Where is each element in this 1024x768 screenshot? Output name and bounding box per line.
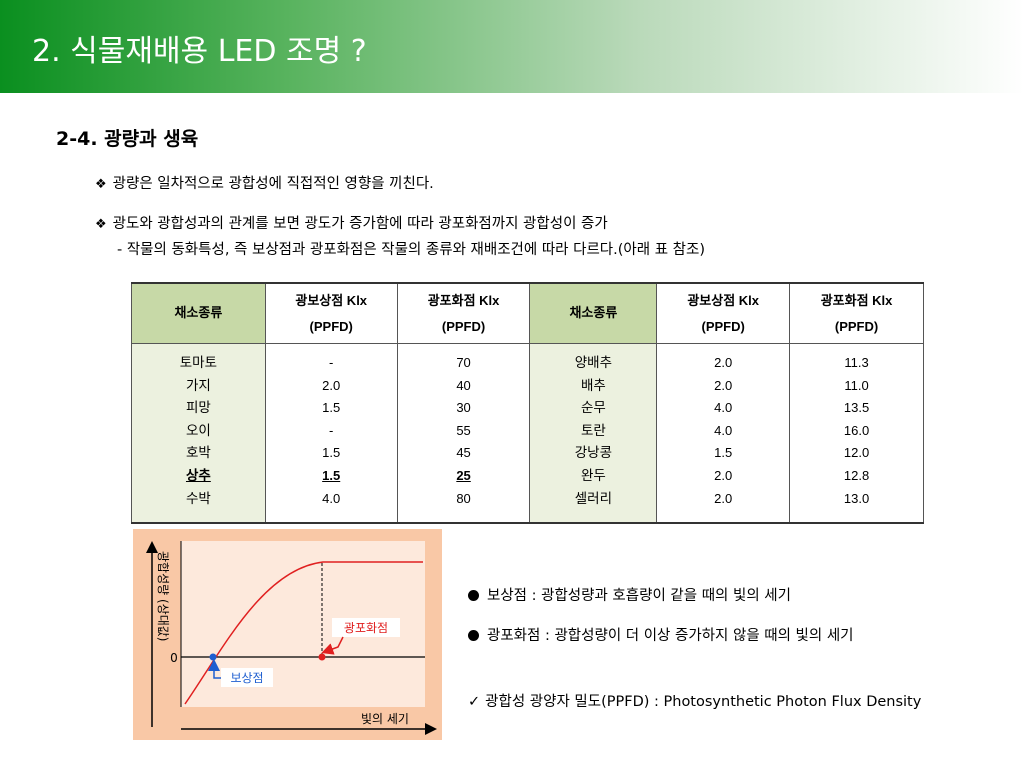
table-cell: 순무 [531, 397, 655, 420]
table-body-row: 토마토 가지 피망 오이 호박 상추 수박 - 2.0 1.5 - 1.5 1.… [132, 344, 924, 524]
highlighted-cell: 상추 [133, 465, 264, 488]
bullet-text: 광도와 광합성과의 관계를 보면 광도가 증가함에 따라 광포화점까지 광합성이… [113, 216, 608, 232]
table-cell: 1.5 [267, 442, 396, 465]
header-saturation-left: 광포화점 Klx (PPFD) [397, 283, 530, 344]
header-crop-right: 채소종류 [530, 283, 657, 344]
legend-text: 광포화점 : 광합성량이 더 이상 증가하지 않을 때의 빛의 세기 [487, 628, 854, 644]
table-cell: 2.0 [658, 352, 788, 375]
table-cell: 40 [399, 375, 529, 398]
table-cell: 1.5 [658, 442, 788, 465]
slide-title: 2. 식물재배용 LED 조명 ? [32, 26, 367, 70]
table-cell: 2.0 [658, 465, 788, 488]
bullet-dot-icon [468, 630, 479, 641]
left-saturation-cell: 70 40 30 55 45 25 80 [397, 344, 530, 524]
table-cell: - [267, 352, 396, 375]
table-cell: 수박 [133, 488, 264, 511]
table-cell: 2.0 [658, 375, 788, 398]
compensation-label: 보상점 [230, 671, 263, 685]
table-cell: 강낭콩 [531, 442, 655, 465]
ppfd-note: ✓ 광합성 광양자 밀도(PPFD) : Photosynthetic Photo… [468, 690, 921, 711]
compensation-point [210, 654, 217, 661]
table-cell: 12.0 [791, 442, 922, 465]
note-text: 광합성 광양자 밀도(PPFD) : Photosynthetic Photon… [485, 694, 921, 710]
diamond-bullet-icon: ❖ [95, 177, 107, 192]
left-compensation-cell: - 2.0 1.5 - 1.5 1.5 4.0 [265, 344, 397, 524]
table-cell: 45 [399, 442, 529, 465]
table-cell: 1.5 [267, 397, 396, 420]
table-cell: 13.5 [791, 397, 922, 420]
header-compensation-right: 광보상점 Klx (PPFD) [657, 283, 790, 344]
bullet-2: ❖ 광도와 광합성과의 관계를 보면 광도가 증가함에 따라 광포화점까지 광합성… [95, 212, 608, 233]
table-cell: 오이 [133, 420, 264, 443]
table-cell: 16.0 [791, 420, 922, 443]
bullet-1: ❖ 광량은 일차적으로 광합성에 직접적인 영향을 끼친다. [95, 172, 434, 193]
table-cell: 11.3 [791, 352, 922, 375]
right-compensation-cell: 2.0 2.0 4.0 4.0 1.5 2.0 2.0 [657, 344, 790, 524]
light-response-graph: 광포화점 보상점 0 빛의 세기 광합성량 (상대값) [133, 529, 442, 740]
y-axis-label: 광합성량 (상대값) [156, 551, 170, 641]
graph-svg: 광포화점 보상점 0 빛의 세기 광합성량 (상대값) [133, 529, 442, 740]
table-cell: 피망 [133, 397, 264, 420]
sub-bullet-text: - 작물의 동화특성, 즉 보상점과 광포화점은 작물의 종류와 재배조건에 따… [117, 242, 705, 258]
table-cell: 30 [399, 397, 529, 420]
table-cell: - [267, 420, 396, 443]
bullet-text: 광량은 일차적으로 광합성에 직접적인 영향을 끼친다. [113, 176, 434, 192]
table-cell: 완두 [531, 465, 655, 488]
table-cell: 양배추 [531, 352, 655, 375]
table-cell: 배추 [531, 375, 655, 398]
zero-label: 0 [170, 651, 178, 665]
table-cell: 4.0 [267, 488, 396, 511]
title-bar: 2. 식물재배용 LED 조명 ? [0, 0, 1024, 93]
table-cell: 호박 [133, 442, 264, 465]
saturation-point [319, 654, 326, 661]
table-cell: 4.0 [658, 420, 788, 443]
table-cell: 70 [399, 352, 529, 375]
table-cell: 4.0 [658, 397, 788, 420]
legend-compensation: 보상점 : 광합성량과 호흡량이 같을 때의 빛의 세기 [468, 584, 791, 605]
right-crop-cell: 양배추 배추 순무 토란 강낭콩 완두 셀러리 [530, 344, 657, 524]
highlighted-cell: 25 [399, 465, 529, 488]
crop-light-table: 채소종류 광보상점 Klx (PPFD) 광포화점 Klx (PPFD) 채소종… [131, 282, 924, 524]
x-axis-label: 빛의 세기 [361, 712, 409, 726]
table-cell: 80 [399, 488, 529, 511]
right-saturation-cell: 11.3 11.0 13.5 16.0 12.0 12.8 13.0 [790, 344, 924, 524]
legend-text: 보상점 : 광합성량과 호흡량이 같을 때의 빛의 세기 [487, 588, 791, 604]
diamond-bullet-icon: ❖ [95, 217, 107, 232]
section-heading: 2-4. 광량과 생육 [56, 124, 198, 151]
header-crop-left: 채소종류 [132, 283, 266, 344]
header-saturation-right: 광포화점 Klx (PPFD) [790, 283, 924, 344]
table-cell: 11.0 [791, 375, 922, 398]
table-cell: 토란 [531, 420, 655, 443]
sub-bullet: - 작물의 동화특성, 즉 보상점과 광포화점은 작물의 종류와 재배조건에 따… [117, 238, 705, 259]
header-compensation-left: 광보상점 Klx (PPFD) [265, 283, 397, 344]
check-icon: ✓ [468, 694, 480, 710]
table-cell: 2.0 [267, 375, 396, 398]
highlighted-cell: 1.5 [267, 465, 396, 488]
table-cell: 55 [399, 420, 529, 443]
table-cell: 2.0 [658, 488, 788, 511]
table-cell: 가지 [133, 375, 264, 398]
legend-saturation: 광포화점 : 광합성량이 더 이상 증가하지 않을 때의 빛의 세기 [468, 624, 854, 645]
saturation-label: 광포화점 [344, 621, 388, 635]
left-crop-cell: 토마토 가지 피망 오이 호박 상추 수박 [132, 344, 266, 524]
table-cell: 13.0 [791, 488, 922, 511]
bullet-dot-icon [468, 590, 479, 601]
table-cell: 셀러리 [531, 488, 655, 511]
table-cell: 토마토 [133, 352, 264, 375]
table-header-row: 채소종류 광보상점 Klx (PPFD) 광포화점 Klx (PPFD) 채소종… [132, 283, 924, 344]
table-cell: 12.8 [791, 465, 922, 488]
